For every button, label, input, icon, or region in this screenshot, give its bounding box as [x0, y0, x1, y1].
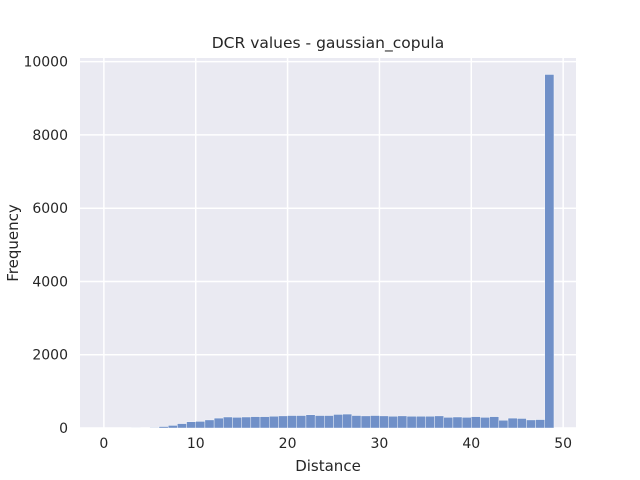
y-tick-label: 10000	[23, 55, 68, 71]
histogram-bar	[461, 417, 472, 429]
y-tick-label: 8000	[32, 128, 68, 144]
histogram-bar	[177, 423, 187, 429]
y-tick-label: 6000	[32, 201, 68, 217]
y-axis-ticks: 0 2000 4000 6000 8000 10000	[23, 55, 68, 437]
histogram-bar	[241, 416, 252, 429]
histogram-bar	[333, 414, 343, 429]
histogram-bar	[314, 415, 325, 429]
y-tick-label: 4000	[32, 274, 68, 290]
histogram-bar	[544, 74, 555, 429]
histogram-bar	[287, 415, 297, 429]
y-tick-label: 0	[59, 421, 68, 437]
histogram-bar	[195, 421, 206, 429]
histogram-bar	[397, 415, 408, 429]
x-tick-label: 0	[99, 436, 108, 452]
histogram-bar	[342, 413, 353, 429]
histogram-bar	[360, 415, 371, 429]
histogram-bar	[296, 415, 307, 429]
histogram-bar	[269, 416, 279, 429]
histogram-bar	[498, 420, 509, 429]
histogram-bar	[204, 419, 215, 429]
chart-title: DCR values - gaussian_copula	[212, 34, 444, 53]
histogram-bar	[415, 416, 426, 429]
histogram-bar	[535, 419, 545, 429]
x-tick-label: 20	[279, 436, 297, 452]
histogram-bar	[213, 417, 224, 429]
histogram-bar	[507, 417, 518, 429]
histogram-bar	[425, 416, 435, 429]
histogram-bar	[223, 416, 233, 429]
histogram-bar	[305, 414, 316, 429]
histogram-bar	[370, 415, 380, 429]
y-tick-label: 2000	[32, 348, 68, 364]
x-tick-label: 40	[462, 436, 480, 452]
y-axis-title: Frequency	[4, 204, 22, 282]
histogram-bar	[471, 416, 481, 429]
histogram-bar	[167, 425, 178, 429]
histogram-bar	[158, 426, 169, 429]
x-axis-ticks: 0 10 20 30 40 50	[99, 436, 572, 452]
histogram-bar	[232, 417, 242, 429]
histogram-bar	[434, 415, 444, 429]
histogram-bar	[351, 415, 362, 429]
histogram-bar	[480, 417, 490, 429]
histogram-bar	[526, 419, 536, 429]
histogram-bar	[324, 415, 334, 429]
histogram-bar	[186, 421, 196, 429]
histogram-bar	[259, 416, 270, 429]
x-tick-label: 50	[554, 436, 572, 452]
x-tick-label: 10	[187, 436, 205, 452]
histogram-bar	[406, 416, 417, 429]
histogram-bar	[452, 416, 463, 429]
histogram-bars	[131, 74, 555, 429]
histogram-bar	[379, 415, 389, 429]
histogram-bar	[250, 416, 261, 429]
histogram-bar	[517, 418, 527, 429]
x-axis-title: Distance	[295, 457, 361, 475]
histogram-bar	[149, 427, 160, 429]
histogram-bar	[388, 416, 399, 429]
histogram-bar	[489, 416, 500, 429]
histogram-bar	[278, 415, 288, 429]
histogram-bar	[443, 417, 454, 429]
plot-area	[80, 58, 576, 428]
x-tick-label: 30	[371, 436, 389, 452]
